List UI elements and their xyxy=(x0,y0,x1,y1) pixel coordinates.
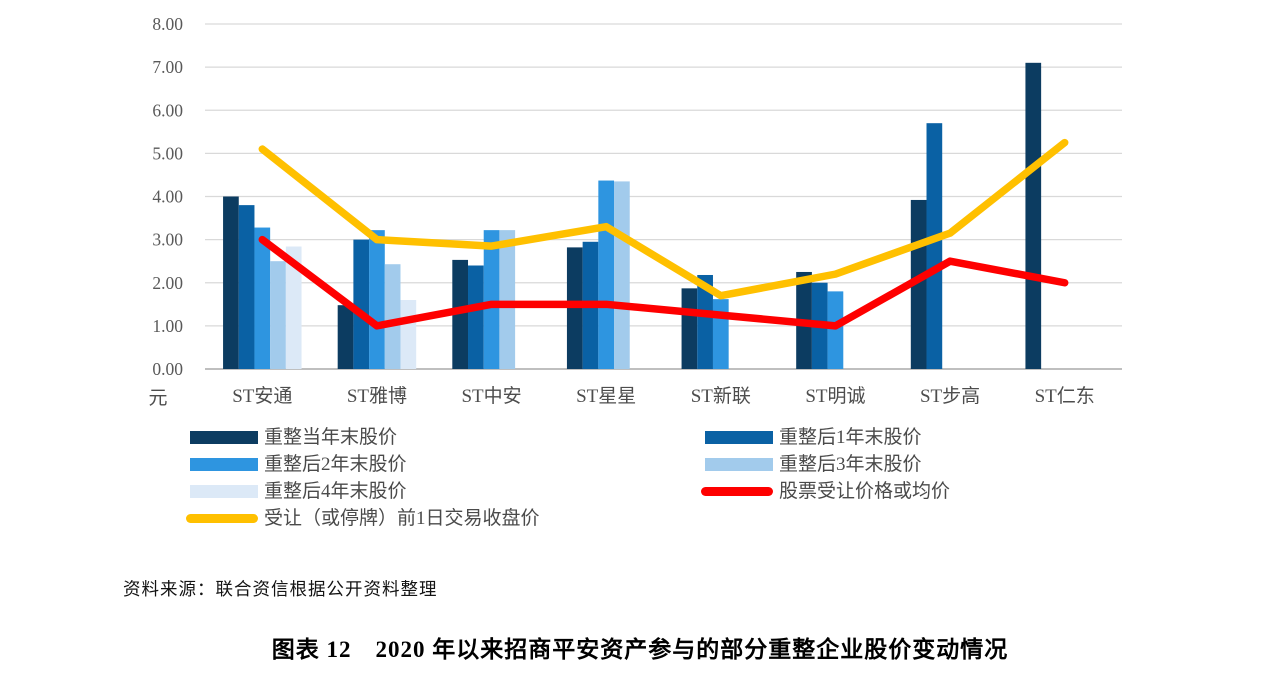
bar-重整后2年末股价 xyxy=(369,230,385,369)
legend-label: 重整后4年末股价 xyxy=(264,481,407,502)
y-tick-label: 7.00 xyxy=(152,57,183,77)
x-category-label: ST明诚 xyxy=(805,385,865,407)
legend-label: 重整后1年末股价 xyxy=(779,427,922,448)
legend-item: 重整当年末股价 xyxy=(190,424,540,451)
x-category-label: ST中安 xyxy=(461,385,521,407)
legend-item: 受让（或停牌）前1日交易收盘价 xyxy=(186,505,540,532)
legend-swatch-bar xyxy=(190,485,258,498)
legend-swatch-bar xyxy=(705,458,773,471)
legend-swatch-bar xyxy=(190,458,258,471)
bar-重整后1年末股价 xyxy=(468,265,484,369)
data-source-note: 资料来源：联合资信根据公开资料整理 xyxy=(123,579,438,599)
y-tick-label: 2.00 xyxy=(152,273,183,293)
line-股票受让价格或均价 xyxy=(258,235,1069,330)
y-tick-label: 5.00 xyxy=(152,143,183,163)
y-tick-label: 8.00 xyxy=(152,14,183,34)
bar-重整后3年末股价 xyxy=(614,181,630,369)
bar-重整后1年末股价 xyxy=(697,274,713,369)
y-tick-label: 4.00 xyxy=(152,187,183,207)
x-category-label: ST步高 xyxy=(920,385,980,407)
bar-重整后3年末股价 xyxy=(384,264,401,369)
legend-label: 受让（或停牌）前1日交易收盘价 xyxy=(264,508,540,529)
legend-item: 股票受让价格或均价 xyxy=(701,478,951,505)
y-axis-unit-label: 元 xyxy=(148,388,167,409)
bar-重整后2年末股价 xyxy=(712,299,729,369)
legend-item: 重整后3年末股价 xyxy=(705,451,950,478)
x-category-label: ST仁东 xyxy=(1035,385,1095,407)
bar-重整后1年末股价 xyxy=(353,239,370,369)
legend-swatch-bar xyxy=(705,431,773,444)
y-tick-label: 1.00 xyxy=(152,316,183,336)
x-category-label: ST雅博 xyxy=(347,385,407,407)
legend-column-left: 重整当年末股价 重整后2年末股价 重整后4年末股价 受让（或停牌）前1日交易收盘… xyxy=(186,424,540,532)
bar-重整后2年末股价 xyxy=(483,230,500,369)
bar-重整后4年末股价 xyxy=(400,300,417,369)
bar-重整后2年末股价 xyxy=(254,227,271,369)
legend-column-right: 重整后1年末股价 重整后3年末股价 股票受让价格或均价 xyxy=(701,424,951,505)
y-tick-label: 6.00 xyxy=(152,100,183,120)
x-category-label: ST新联 xyxy=(691,385,751,407)
bar-重整当年末股价 xyxy=(223,196,239,369)
bar-重整当年末股价 xyxy=(452,259,469,369)
legend-label: 重整后2年末股价 xyxy=(264,454,407,475)
legend-swatch-line xyxy=(186,514,258,523)
bar-重整后2年末股价 xyxy=(827,291,844,369)
legend-label: 重整当年末股价 xyxy=(264,427,398,448)
bar-重整后1年末股价 xyxy=(926,123,943,369)
legend-swatch-bar xyxy=(190,431,258,444)
bar-重整当年末股价 xyxy=(1025,62,1042,369)
y-tick-label: 3.00 xyxy=(152,230,183,250)
bar-重整当年末股价 xyxy=(566,247,583,369)
x-category-label: ST安通 xyxy=(232,385,292,407)
legend-swatch-line xyxy=(701,487,773,496)
legend-item: 重整后2年末股价 xyxy=(190,451,540,478)
legend-label: 重整后3年末股价 xyxy=(779,454,922,475)
figure-caption: 图表 12 2020 年以来招商平安资产参与的部分重整企业股价变动情况 xyxy=(271,637,1009,662)
bar-重整当年末股价 xyxy=(337,305,354,369)
bar-重整后2年末股价 xyxy=(598,180,615,369)
line-受让（或停牌）前1日交易收盘价 xyxy=(258,138,1069,300)
bar-重整后3年末股价 xyxy=(499,230,516,369)
legend-item: 重整后1年末股价 xyxy=(705,424,950,451)
legend-label: 股票受让价格或均价 xyxy=(779,481,951,502)
bar-重整后4年末股价 xyxy=(285,246,302,369)
stock-price-combo-chart: 0.00 1.00 2.00 3.00 4.00 5.00 6.00 7.00 8.00 元 ST安… xyxy=(148,14,1122,409)
legend: 重整当年末股价 重整后2年末股价 重整后4年末股价 受让（或停牌）前1日交易收盘… xyxy=(0,424,1280,536)
bar-重整后1年末股价 xyxy=(238,205,255,369)
bar-重整当年末股价 xyxy=(681,288,698,369)
x-category-label: ST星星 xyxy=(576,386,636,407)
legend-item: 重整后4年末股价 xyxy=(190,478,540,505)
bar-重整后3年末股价 xyxy=(270,261,286,369)
y-tick-label: 0.00 xyxy=(152,359,183,379)
